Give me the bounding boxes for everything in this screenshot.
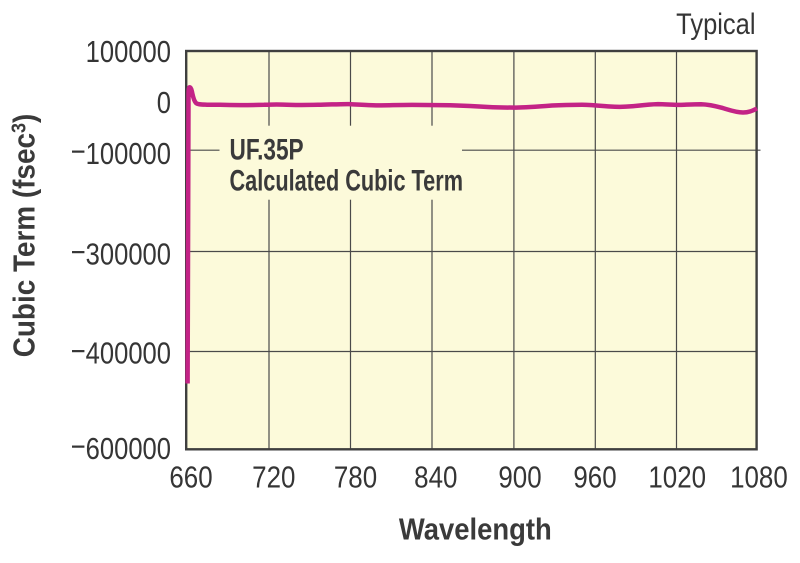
svg-text:960: 960 — [573, 459, 616, 493]
svg-text:900: 900 — [498, 459, 541, 493]
svg-text:100000: 100000 — [86, 35, 171, 70]
svg-text:1020: 1020 — [648, 459, 706, 493]
svg-text:1080: 1080 — [730, 459, 788, 493]
svg-text:−300000: −300000 — [71, 235, 171, 272]
svg-text:840: 840 — [414, 459, 457, 493]
svg-text:Cubic Term (fsec3): Cubic Term (fsec3) — [7, 114, 42, 358]
svg-text:−100000: −100000 — [71, 135, 171, 172]
svg-text:−400000: −400000 — [71, 334, 171, 371]
svg-text:Wavelength: Wavelength — [399, 513, 552, 547]
svg-text:720: 720 — [252, 459, 295, 493]
svg-text:Typical: Typical — [676, 7, 755, 40]
svg-text:Calculated Cubic Term: Calculated Cubic Term — [230, 163, 463, 197]
svg-text:UF.35P: UF.35P — [230, 132, 304, 166]
svg-text:−600000: −600000 — [71, 430, 171, 467]
svg-text:0: 0 — [157, 86, 171, 121]
svg-text:780: 780 — [334, 459, 377, 493]
svg-text:660: 660 — [169, 459, 212, 493]
